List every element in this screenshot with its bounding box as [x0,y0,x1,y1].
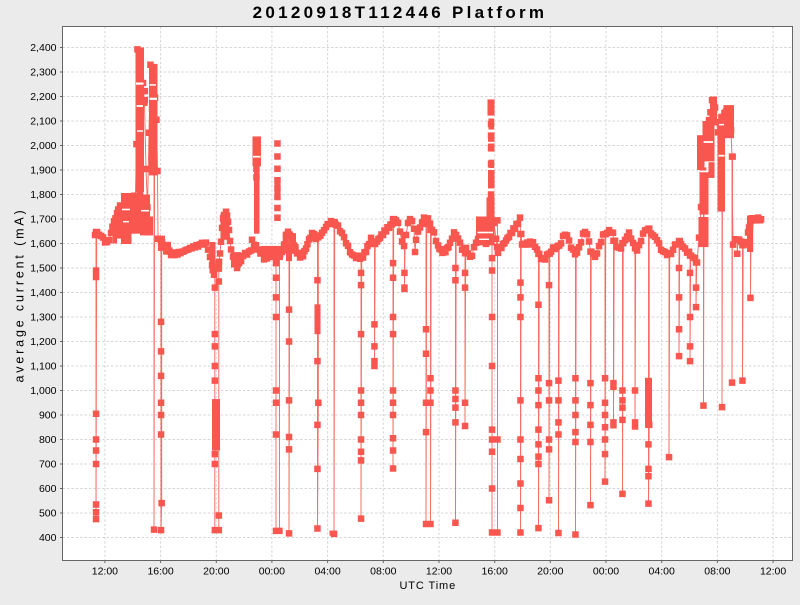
svg-text:1,200: 1,200 [30,336,56,348]
svg-text:1,300: 1,300 [30,312,56,324]
svg-text:600: 600 [39,483,57,495]
svg-text:1,900: 1,900 [30,165,56,177]
svg-text:04:00: 04:00 [649,566,675,578]
svg-text:500: 500 [39,508,57,520]
svg-text:2,400: 2,400 [30,42,56,54]
svg-text:08:00: 08:00 [704,566,730,578]
svg-text:1,400: 1,400 [30,287,56,299]
svg-text:00:00: 00:00 [593,566,619,578]
svg-text:16:00: 16:00 [147,566,173,578]
svg-text:1,700: 1,700 [30,214,56,226]
svg-text:20120918T112446 Platform: 20120918T112446 Platform [253,3,548,22]
svg-text:UTC Time: UTC Time [399,580,456,592]
svg-text:400: 400 [39,532,57,544]
svg-text:1,800: 1,800 [30,189,56,201]
svg-text:00:00: 00:00 [259,566,285,578]
svg-text:800: 800 [39,434,57,446]
svg-text:04:00: 04:00 [314,566,340,578]
svg-text:2,000: 2,000 [30,140,56,152]
svg-text:12:00: 12:00 [760,566,786,578]
svg-text:1,600: 1,600 [30,238,56,250]
svg-text:1,000: 1,000 [30,385,56,397]
svg-text:1,500: 1,500 [30,263,56,275]
svg-text:700: 700 [39,459,57,471]
svg-text:20:00: 20:00 [203,566,229,578]
svg-text:1,100: 1,100 [30,361,56,373]
svg-text:2,100: 2,100 [30,116,56,128]
svg-text:2,200: 2,200 [30,91,56,103]
svg-text:12:00: 12:00 [92,566,118,578]
svg-text:20:00: 20:00 [537,566,563,578]
svg-text:16:00: 16:00 [482,566,508,578]
svg-text:900: 900 [39,410,57,422]
svg-text:average current (mA): average current (mA) [13,207,27,382]
svg-text:08:00: 08:00 [370,566,396,578]
svg-text:12:00: 12:00 [426,566,452,578]
svg-text:2,300: 2,300 [30,67,56,79]
